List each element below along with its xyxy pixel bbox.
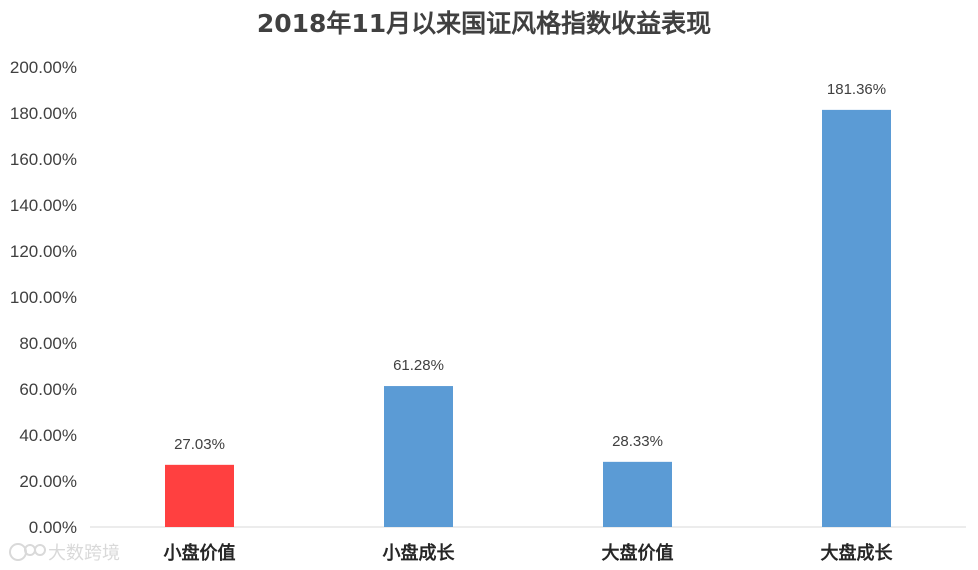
y-tick-label: 200.00%: [10, 58, 77, 77]
x-category-label: 大盘成长: [821, 542, 894, 564]
data-label: 28.33%: [612, 433, 663, 450]
data-label: 27.03%: [174, 436, 225, 453]
watermark-text: 大数跨境: [48, 543, 120, 564]
y-tick-label: 120.00%: [10, 242, 77, 261]
y-tick-label: 20.00%: [19, 472, 77, 491]
bar: [384, 386, 453, 527]
data-label: 61.28%: [393, 357, 444, 374]
chart-title: 2018年11月以来国证风格指数收益表现: [257, 9, 711, 38]
x-axis-categories: 小盘价值 小盘成长 大盘价值 大盘成长: [164, 542, 894, 564]
y-tick-label: 60.00%: [19, 380, 77, 399]
bars: 27.03% 61.28% 28.33% 181.36%: [165, 81, 891, 527]
y-axis: 0.00% 20.00% 40.00% 60.00% 80.00% 100.00% 120.…: [10, 58, 77, 537]
bar: [822, 109, 891, 527]
x-category-label: 大盘价值: [602, 542, 674, 564]
bar: [165, 464, 234, 527]
x-category-label: 小盘成长: [383, 542, 456, 564]
y-tick-label: 100.00%: [10, 288, 77, 307]
data-label: 181.36%: [827, 81, 886, 98]
y-tick-label: 80.00%: [19, 334, 77, 353]
x-category-label: 小盘价值: [164, 542, 236, 564]
bar: [603, 461, 672, 527]
y-tick-label: 160.00%: [10, 150, 77, 169]
y-tick-label: 180.00%: [10, 104, 77, 123]
y-tick-label: 140.00%: [10, 196, 77, 215]
watermark: 大数跨境: [9, 543, 120, 564]
watermark-logo-icon: [9, 543, 46, 561]
y-tick-label: 40.00%: [19, 426, 77, 445]
y-tick-label: 0.00%: [29, 518, 77, 537]
